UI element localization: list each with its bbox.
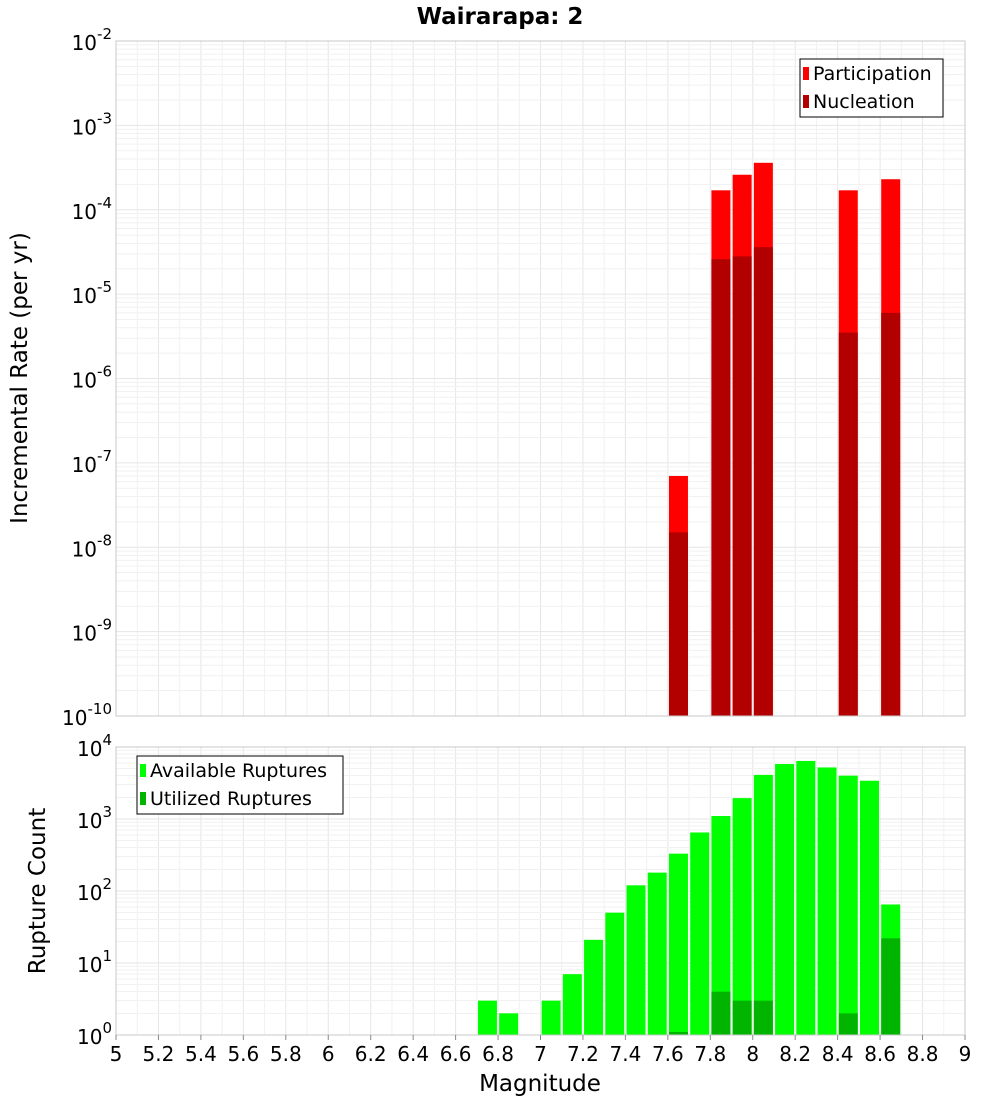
- bottom-bar-available-ruptures: [817, 767, 837, 1035]
- x-tick-label: 8.4: [822, 1042, 854, 1066]
- bottom-bar-utilized-ruptures: [881, 938, 901, 1035]
- bottom-bar-utilized-ruptures: [711, 991, 731, 1035]
- legend-swatch-utilized: [140, 792, 146, 805]
- legend-label-nucleation: Nucleation: [813, 91, 915, 113]
- bottom-bar-available-ruptures: [605, 912, 625, 1035]
- x-tick-label: 6: [322, 1042, 335, 1066]
- bottom-bar-available-ruptures: [711, 816, 731, 1035]
- bottom-bar-available-ruptures: [775, 764, 795, 1035]
- bottom-y-tick-label: 102: [77, 875, 112, 905]
- x-tick-label: 5.4: [185, 1042, 217, 1066]
- bottom-bar-available-ruptures: [838, 775, 858, 1035]
- bottom-bar-available-ruptures: [796, 760, 816, 1035]
- bottom-legend: Available Ruptures Utilized Ruptures: [136, 755, 344, 815]
- top-bar-nucleation: [711, 259, 731, 716]
- top-y-tick-label: 10-8: [72, 531, 112, 561]
- bottom-y-tick-label: 103: [77, 803, 112, 833]
- legend-label-available: Available Ruptures: [150, 760, 327, 782]
- bottom-bar-available-ruptures: [859, 780, 879, 1035]
- bottom-bar-utilized-ruptures: [753, 1000, 773, 1035]
- top-legend: Participation Nucleation: [799, 58, 944, 118]
- bottom-bar-utilized-ruptures: [838, 1013, 858, 1035]
- x-axis-label: Magnitude: [479, 1071, 601, 1097]
- top-y-tick-label: 10-7: [72, 447, 112, 477]
- x-tick-label: 5.6: [227, 1042, 259, 1066]
- bottom-bar-available-ruptures: [626, 885, 646, 1035]
- bottom-bar-available-ruptures: [668, 853, 688, 1035]
- top-bar-nucleation: [881, 312, 901, 716]
- top-bar-nucleation: [753, 247, 773, 716]
- x-tick-label: 6.4: [397, 1042, 429, 1066]
- legend-swatch-available: [140, 764, 146, 777]
- top-bar-nucleation: [838, 332, 858, 716]
- x-tick-label: 7.6: [652, 1042, 684, 1066]
- top-plot-frame: [115, 40, 966, 717]
- bottom-bar-available-ruptures: [753, 774, 773, 1035]
- x-tick-label: 5.2: [143, 1042, 175, 1066]
- bottom-y-ticks: 100 101 102 103 104: [77, 731, 112, 1049]
- bottom-bar-available-ruptures: [584, 939, 604, 1035]
- x-tick-label: 8: [746, 1042, 759, 1066]
- bottom-panel: 100 101 102 103 104 5 5.2 5.4 5.6 5.8 6 6.2 6.4 6.6 6…: [25, 731, 971, 1097]
- top-y-ticks: 10-10 10-9 10-8 10-7 10-6 10-5 10-4 10-3 10-2: [62, 25, 112, 730]
- x-tick-label: 6.6: [440, 1042, 472, 1066]
- bottom-bar-available-ruptures: [732, 798, 752, 1035]
- top-bars: [668, 162, 901, 716]
- top-y-tick-label: 10-9: [72, 616, 112, 646]
- x-tick-label: 5.8: [270, 1042, 302, 1066]
- top-y-tick-label: 10-10: [62, 700, 112, 730]
- top-legend-box: [799, 58, 944, 118]
- bottom-bar-utilized-ruptures: [668, 1032, 688, 1035]
- x-tick-label: 6.8: [482, 1042, 514, 1066]
- top-y-tick-label: 10-6: [72, 363, 112, 393]
- bottom-legend-box: [136, 755, 344, 815]
- bottom-y-tick-label: 101: [77, 947, 112, 977]
- x-tick-label: 8.6: [864, 1042, 896, 1066]
- legend-swatch-nucleation: [803, 95, 809, 108]
- x-tick-label: 7.4: [609, 1042, 641, 1066]
- x-tick-label: 6.2: [355, 1042, 387, 1066]
- x-tick-label: 5: [110, 1042, 123, 1066]
- bottom-bar-available-ruptures: [562, 974, 582, 1035]
- bottom-y-axis-label: Rupture Count: [25, 808, 51, 974]
- top-bar-nucleation: [668, 532, 688, 716]
- top-panel: 10-10 10-9 10-8 10-7 10-6 10-5 10-4 10-3 10-2 In…: [7, 25, 966, 730]
- top-bar-nucleation: [732, 256, 752, 716]
- x-tick-label: 7.2: [567, 1042, 599, 1066]
- x-tick-label: 7: [534, 1042, 547, 1066]
- chart-title: Wairarapa: 2: [417, 4, 584, 30]
- x-tick-label: 7.8: [694, 1042, 726, 1066]
- top-y-tick-label: 10-5: [72, 278, 112, 308]
- x-tick-label: 9: [959, 1042, 972, 1066]
- bottom-bar-available-ruptures: [477, 1000, 497, 1035]
- top-y-tick-label: 10-2: [72, 25, 112, 55]
- top-y-axis-label: Incremental Rate (per yr): [7, 232, 33, 524]
- legend-swatch-participation: [803, 67, 809, 80]
- bottom-bar-available-ruptures: [499, 1013, 519, 1035]
- legend-label-participation: Participation: [813, 63, 932, 85]
- top-y-tick-label: 10-3: [72, 109, 112, 139]
- top-y-tick-label: 10-4: [72, 194, 112, 224]
- bottom-y-tick-label: 100: [77, 1019, 112, 1049]
- bottom-bar-available-ruptures: [647, 872, 667, 1035]
- legend-label-utilized: Utilized Ruptures: [150, 788, 312, 810]
- bottom-bar-utilized-ruptures: [732, 1000, 752, 1035]
- x-tick-label: 8.2: [779, 1042, 811, 1066]
- bottom-x-ticks: 5 5.2 5.4 5.6 5.8 6 6.2 6.4 6.6 6.8 7 7.2 7.4 7.6 7.8 8…: [110, 1035, 972, 1066]
- bottom-bar-available-ruptures: [541, 1000, 561, 1035]
- bottom-bar-available-ruptures: [690, 832, 710, 1035]
- top-grid: [115, 41, 966, 717]
- bottom-y-tick-label: 104: [77, 731, 112, 761]
- bottom-bars: [477, 760, 901, 1035]
- x-tick-label: 8.8: [907, 1042, 939, 1066]
